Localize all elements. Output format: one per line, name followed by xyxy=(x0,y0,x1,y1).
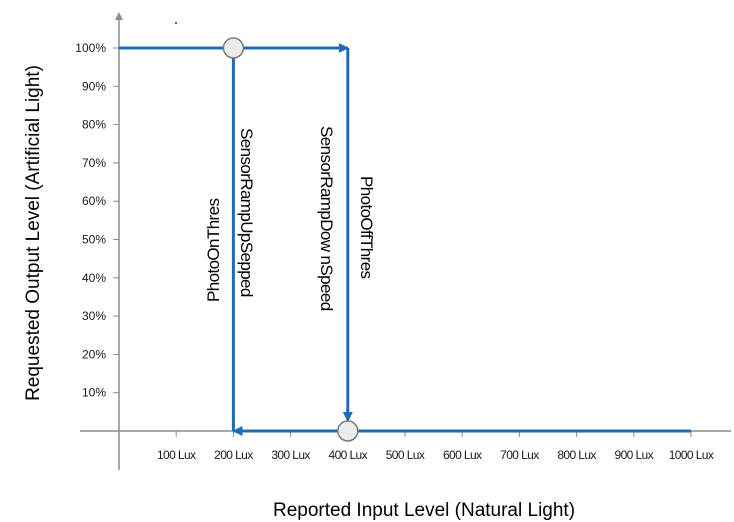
hysteresis-curve xyxy=(119,37,691,442)
photo-off-threshold-label: PhotoOffThres xyxy=(357,176,376,279)
y-tick-label: 10% xyxy=(82,386,106,400)
x-tick-label: 900 Lux xyxy=(615,448,654,462)
y-tick-label: 70% xyxy=(82,156,106,170)
stray-dot xyxy=(175,22,177,24)
y-tick-label: 20% xyxy=(82,347,106,361)
y-tick-label: 100% xyxy=(75,41,106,55)
y-axis-title: Requested Output Level (Artificial Light… xyxy=(23,65,44,401)
x-tick-label: 700 Lux xyxy=(500,448,539,462)
y-tick-label: 60% xyxy=(82,194,106,208)
y-tick-label: 30% xyxy=(82,309,106,323)
y-tick-label: 50% xyxy=(82,233,106,247)
y-tick-label: 90% xyxy=(82,79,106,93)
x-tick-label: 800 Lux xyxy=(557,448,596,462)
ramp-down-speed-label: SensorRampDow nSpeed xyxy=(317,126,336,311)
photo-off-threshold-marker xyxy=(337,420,359,442)
ramp-up-speed-label: SensorRampUpSepped xyxy=(237,128,256,297)
x-tick-label: 1000 Lux xyxy=(669,448,714,462)
y-axis-arrow-icon xyxy=(115,12,123,20)
x-tick-label: 300 Lux xyxy=(271,448,310,462)
x-tick-label: 600 Lux xyxy=(443,448,482,462)
x-tick-label: 500 Lux xyxy=(386,448,425,462)
y-tick-label: 40% xyxy=(82,271,106,285)
axes xyxy=(80,12,731,470)
x-tick-label: 100 Lux xyxy=(157,448,196,462)
x-axis-title: Reported Input Level (Natural Light) xyxy=(273,500,575,521)
y-tick-label: 80% xyxy=(82,118,106,132)
x-tick-label: 200 Lux xyxy=(214,448,253,462)
photo-on-threshold-marker xyxy=(222,37,245,59)
y-tick-group: 10% 20% 30% 40% 50% 60% 70% 80% 90% 100% xyxy=(75,41,119,400)
x-tick-group: 100 Lux 200 Lux 300 Lux 400 Lux 500 Lux 600 L… xyxy=(157,431,714,462)
photo-on-threshold-label: PhotoOnThres xyxy=(204,199,223,302)
x-tick-label: 400 Lux xyxy=(329,448,368,462)
